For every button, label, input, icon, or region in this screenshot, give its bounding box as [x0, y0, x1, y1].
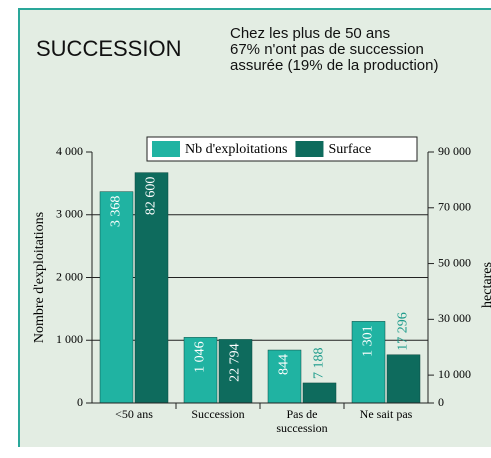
y2-tick-label: 30 000 [438, 311, 471, 325]
value-label: 3 368 [109, 196, 124, 228]
bar [99, 191, 134, 404]
y2-tick-label: 50 000 [438, 255, 471, 269]
y-tick-label: 0 [77, 395, 83, 409]
y-tick-label: 2 000 [56, 269, 83, 283]
value-label: 1 046 [193, 341, 208, 373]
legend-box [146, 136, 418, 162]
bar [386, 354, 421, 404]
value-label: 844 [277, 354, 292, 375]
x-tick-label: Succession [191, 407, 245, 421]
chart-subtitle: Chez les plus de 50 ans 67% n'ont pas de… [230, 25, 439, 74]
x-tick-label: Pas de succession [276, 407, 328, 435]
value-label: 22 794 [228, 343, 243, 382]
chart-title: SUCCESSION [36, 36, 182, 61]
y2-axis-label: hectares [480, 262, 491, 308]
y2-tick-label: 0 [438, 395, 444, 409]
y-axis-label: Nombre d'exploitations [32, 212, 47, 343]
value-label: 7 188 [312, 347, 327, 379]
legend-swatch [295, 141, 324, 157]
legend-label: Nb d'exploitations [185, 142, 287, 157]
bar [134, 172, 169, 404]
value-label: 82 600 [144, 177, 159, 216]
x-tick-label: Ne sait pas [359, 407, 413, 421]
value-label: 17 296 [396, 312, 411, 351]
y-tick-label: 4 000 [56, 144, 83, 158]
y2-tick-label: 70 000 [438, 200, 471, 214]
bar [183, 337, 218, 404]
legend-label: Surface [328, 142, 371, 157]
y-tick-label: 1 000 [56, 332, 83, 346]
value-label: 1 301 [361, 325, 376, 357]
bar [351, 321, 386, 404]
x-tick-label: <50 ans [115, 407, 153, 421]
legend-swatch [152, 141, 180, 157]
y2-tick-label: 10 000 [438, 367, 471, 381]
y2-tick-label: 90 000 [438, 144, 471, 158]
y-tick-label: 3 000 [56, 207, 83, 221]
bar [218, 339, 253, 404]
bar [267, 349, 302, 404]
bar [302, 382, 337, 404]
